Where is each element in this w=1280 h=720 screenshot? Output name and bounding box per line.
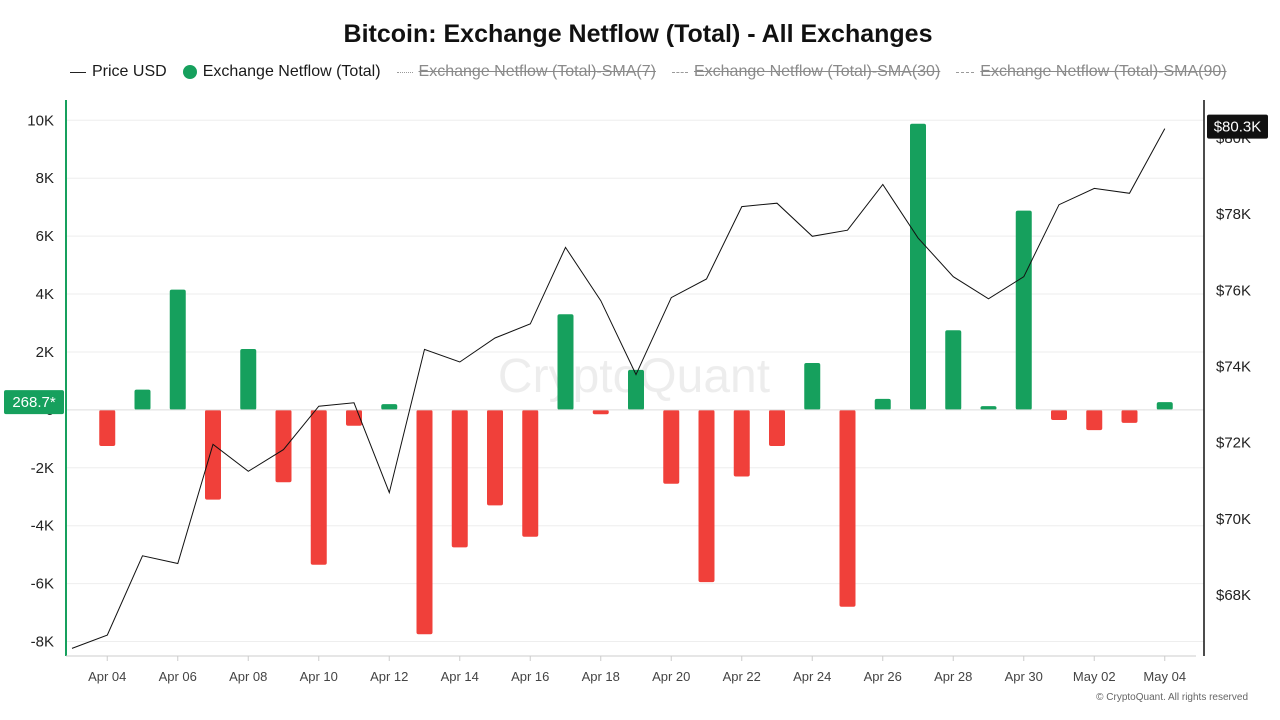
legend-item-sma7[interactable]: Exchange Netflow (Total)-SMA(7) [396, 63, 656, 81]
netflow-bar [592, 409, 609, 415]
netflow-bar [769, 409, 785, 447]
x-tick-label: Apr 30 [1005, 669, 1043, 684]
copyright-text: © CryptoQuant. All rights reserved [1096, 692, 1248, 703]
netflow-bar [804, 362, 821, 410]
netflow-bars [99, 123, 1173, 635]
long-dash-line-swatch-icon [956, 71, 975, 73]
last-netflow-badge [4, 390, 64, 415]
legend-item-price-usd[interactable]: Price USD [70, 63, 167, 81]
right-tick-label: $72K [1216, 435, 1251, 452]
netflow-bar [910, 123, 926, 410]
right-tick-label: $74K [1216, 359, 1251, 376]
netflow-bar [1121, 409, 1138, 423]
x-tick-label: Apr 04 [88, 669, 126, 684]
dashed-line-swatch-icon [671, 71, 688, 73]
legend-item-sma30[interactable]: Exchange Netflow (Total)-SMA(30) [671, 63, 941, 81]
legend-item-sma90[interactable]: Exchange Netflow (Total)-SMA(90) [956, 63, 1227, 81]
left-tick-label: 8K [36, 170, 54, 187]
netflow-bar [1086, 409, 1103, 431]
netflow-bar [945, 330, 962, 410]
legend-label-netflow: Exchange Netflow (Total) [202, 63, 381, 80]
netflow-bar [628, 369, 644, 410]
left-tick-label: -8K [31, 634, 54, 651]
x-tick-label: Apr 28 [934, 669, 972, 684]
dot-swatch-icon [182, 65, 197, 79]
left-tick-label: 6K [36, 228, 54, 245]
dotted-line-swatch-icon [396, 71, 413, 73]
price-usd-line [71, 128, 1166, 649]
value-badges: 268.7* $80.3K [4, 114, 1268, 415]
netflow-bar [698, 409, 715, 583]
left-tick-label: -6K [31, 576, 54, 593]
netflow-bar [733, 409, 750, 477]
left-tick-label: -4K [31, 518, 54, 535]
chart-legend: Price USD Exchange Netflow (Total) Excha… [70, 62, 1243, 82]
left-tick-label: 4K [36, 286, 54, 303]
netflow-bar [839, 409, 856, 607]
x-tick-label: Apr 26 [864, 669, 902, 684]
price-line [71, 128, 1166, 649]
x-tick-label: Apr 14 [441, 669, 479, 684]
left-axis-ticks: -8K-6K-4K-2K02K4K6K8K10K [27, 112, 54, 650]
netflow-bar [1015, 210, 1032, 410]
netflow-bar [522, 409, 539, 537]
line-swatch-icon [70, 71, 86, 73]
legend-label-price-usd: Price USD [92, 63, 167, 80]
netflow-bar [451, 409, 468, 548]
x-tick-label: May 04 [1143, 669, 1186, 684]
right-tick-label: $70K [1216, 511, 1251, 528]
right-axis-ticks: $68K$70K$72K$74K$76K$78K$80K [1216, 130, 1251, 604]
right-tick-label: $78K [1216, 206, 1251, 223]
gridlines [66, 119, 1204, 643]
last-price-badge-label: $80.3K [1214, 119, 1262, 136]
netflow-bar [240, 349, 257, 410]
netflow-bar [1156, 402, 1173, 410]
x-tick-label: Apr 24 [793, 669, 831, 684]
netflow-bar [416, 409, 433, 635]
netflow-bar [874, 398, 891, 410]
netflow-bar [663, 409, 680, 484]
netflow-bar [205, 409, 221, 500]
netflow-bar [99, 409, 116, 447]
left-tick-label: 2K [36, 344, 54, 361]
netflow-bar [557, 314, 574, 410]
x-tick-label: Apr 16 [511, 669, 549, 684]
x-tick-label: Apr 20 [652, 669, 690, 684]
right-tick-label: $76K [1216, 282, 1251, 299]
netflow-bar [1051, 409, 1067, 420]
netflow-bar [487, 409, 503, 506]
x-tick-label: Apr 22 [723, 669, 761, 684]
netflow-bar [381, 404, 398, 410]
legend-label-sma30: Exchange Netflow (Total)-SMA(30) [693, 63, 941, 80]
netflow-bar [980, 406, 997, 410]
right-tick-label: $68K [1216, 587, 1251, 604]
legend-item-netflow[interactable]: Exchange Netflow (Total) [182, 63, 381, 81]
x-axis-ticks: Apr 04 Apr 06 Apr 08 Apr 10 Apr 12 Apr 14 Apr … [88, 656, 1186, 684]
axes [65, 100, 1205, 657]
last-price-badge [1207, 114, 1268, 139]
netflow-bar [169, 289, 186, 410]
x-tick-label: May 02 [1073, 669, 1116, 684]
x-tick-label: Apr 06 [159, 669, 197, 684]
netflow-bar [275, 409, 292, 483]
legend-label-sma7: Exchange Netflow (Total)-SMA(7) [418, 63, 656, 80]
left-tick-label: 10K [27, 112, 54, 129]
legend-label-sma90: Exchange Netflow (Total)-SMA(90) [980, 63, 1227, 80]
netflow-bar [134, 389, 151, 410]
x-tick-label: Apr 18 [582, 669, 620, 684]
chart-title: Bitcoin: Exchange Netflow (Total) - All … [343, 20, 933, 48]
left-tick-label: -2K [31, 460, 54, 477]
x-tick-label: Apr 12 [370, 669, 408, 684]
x-tick-label: Apr 08 [229, 669, 267, 684]
x-tick-label: Apr 10 [300, 669, 338, 684]
netflow-bar [310, 409, 327, 565]
last-netflow-badge-label: 268.7* [12, 394, 56, 411]
